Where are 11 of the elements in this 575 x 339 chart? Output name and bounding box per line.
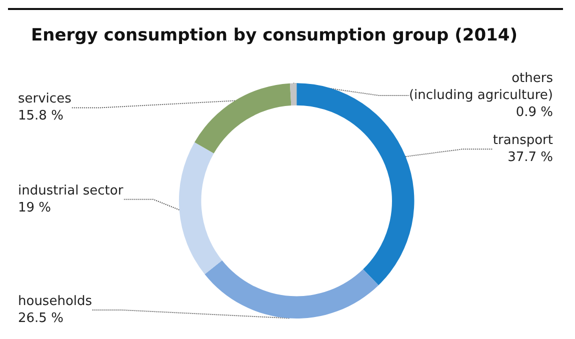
- slice-label: industrial sector: [18, 183, 124, 198]
- slice-label: transport: [492, 133, 553, 148]
- data-label: 0.9 %: [516, 105, 553, 120]
- chart-title: Energy consumption by consumption group (2014): [31, 26, 518, 46]
- data-label: 15.8 %: [18, 108, 64, 124]
- data-label: 19 %: [18, 200, 52, 216]
- data-label: 26.5 %: [18, 311, 64, 326]
- slice-label: households: [18, 294, 92, 309]
- slice-label: others (including agriculture): [408, 71, 554, 103]
- slice-label: services: [18, 92, 72, 107]
- data-label: 37.7 %: [508, 150, 553, 166]
